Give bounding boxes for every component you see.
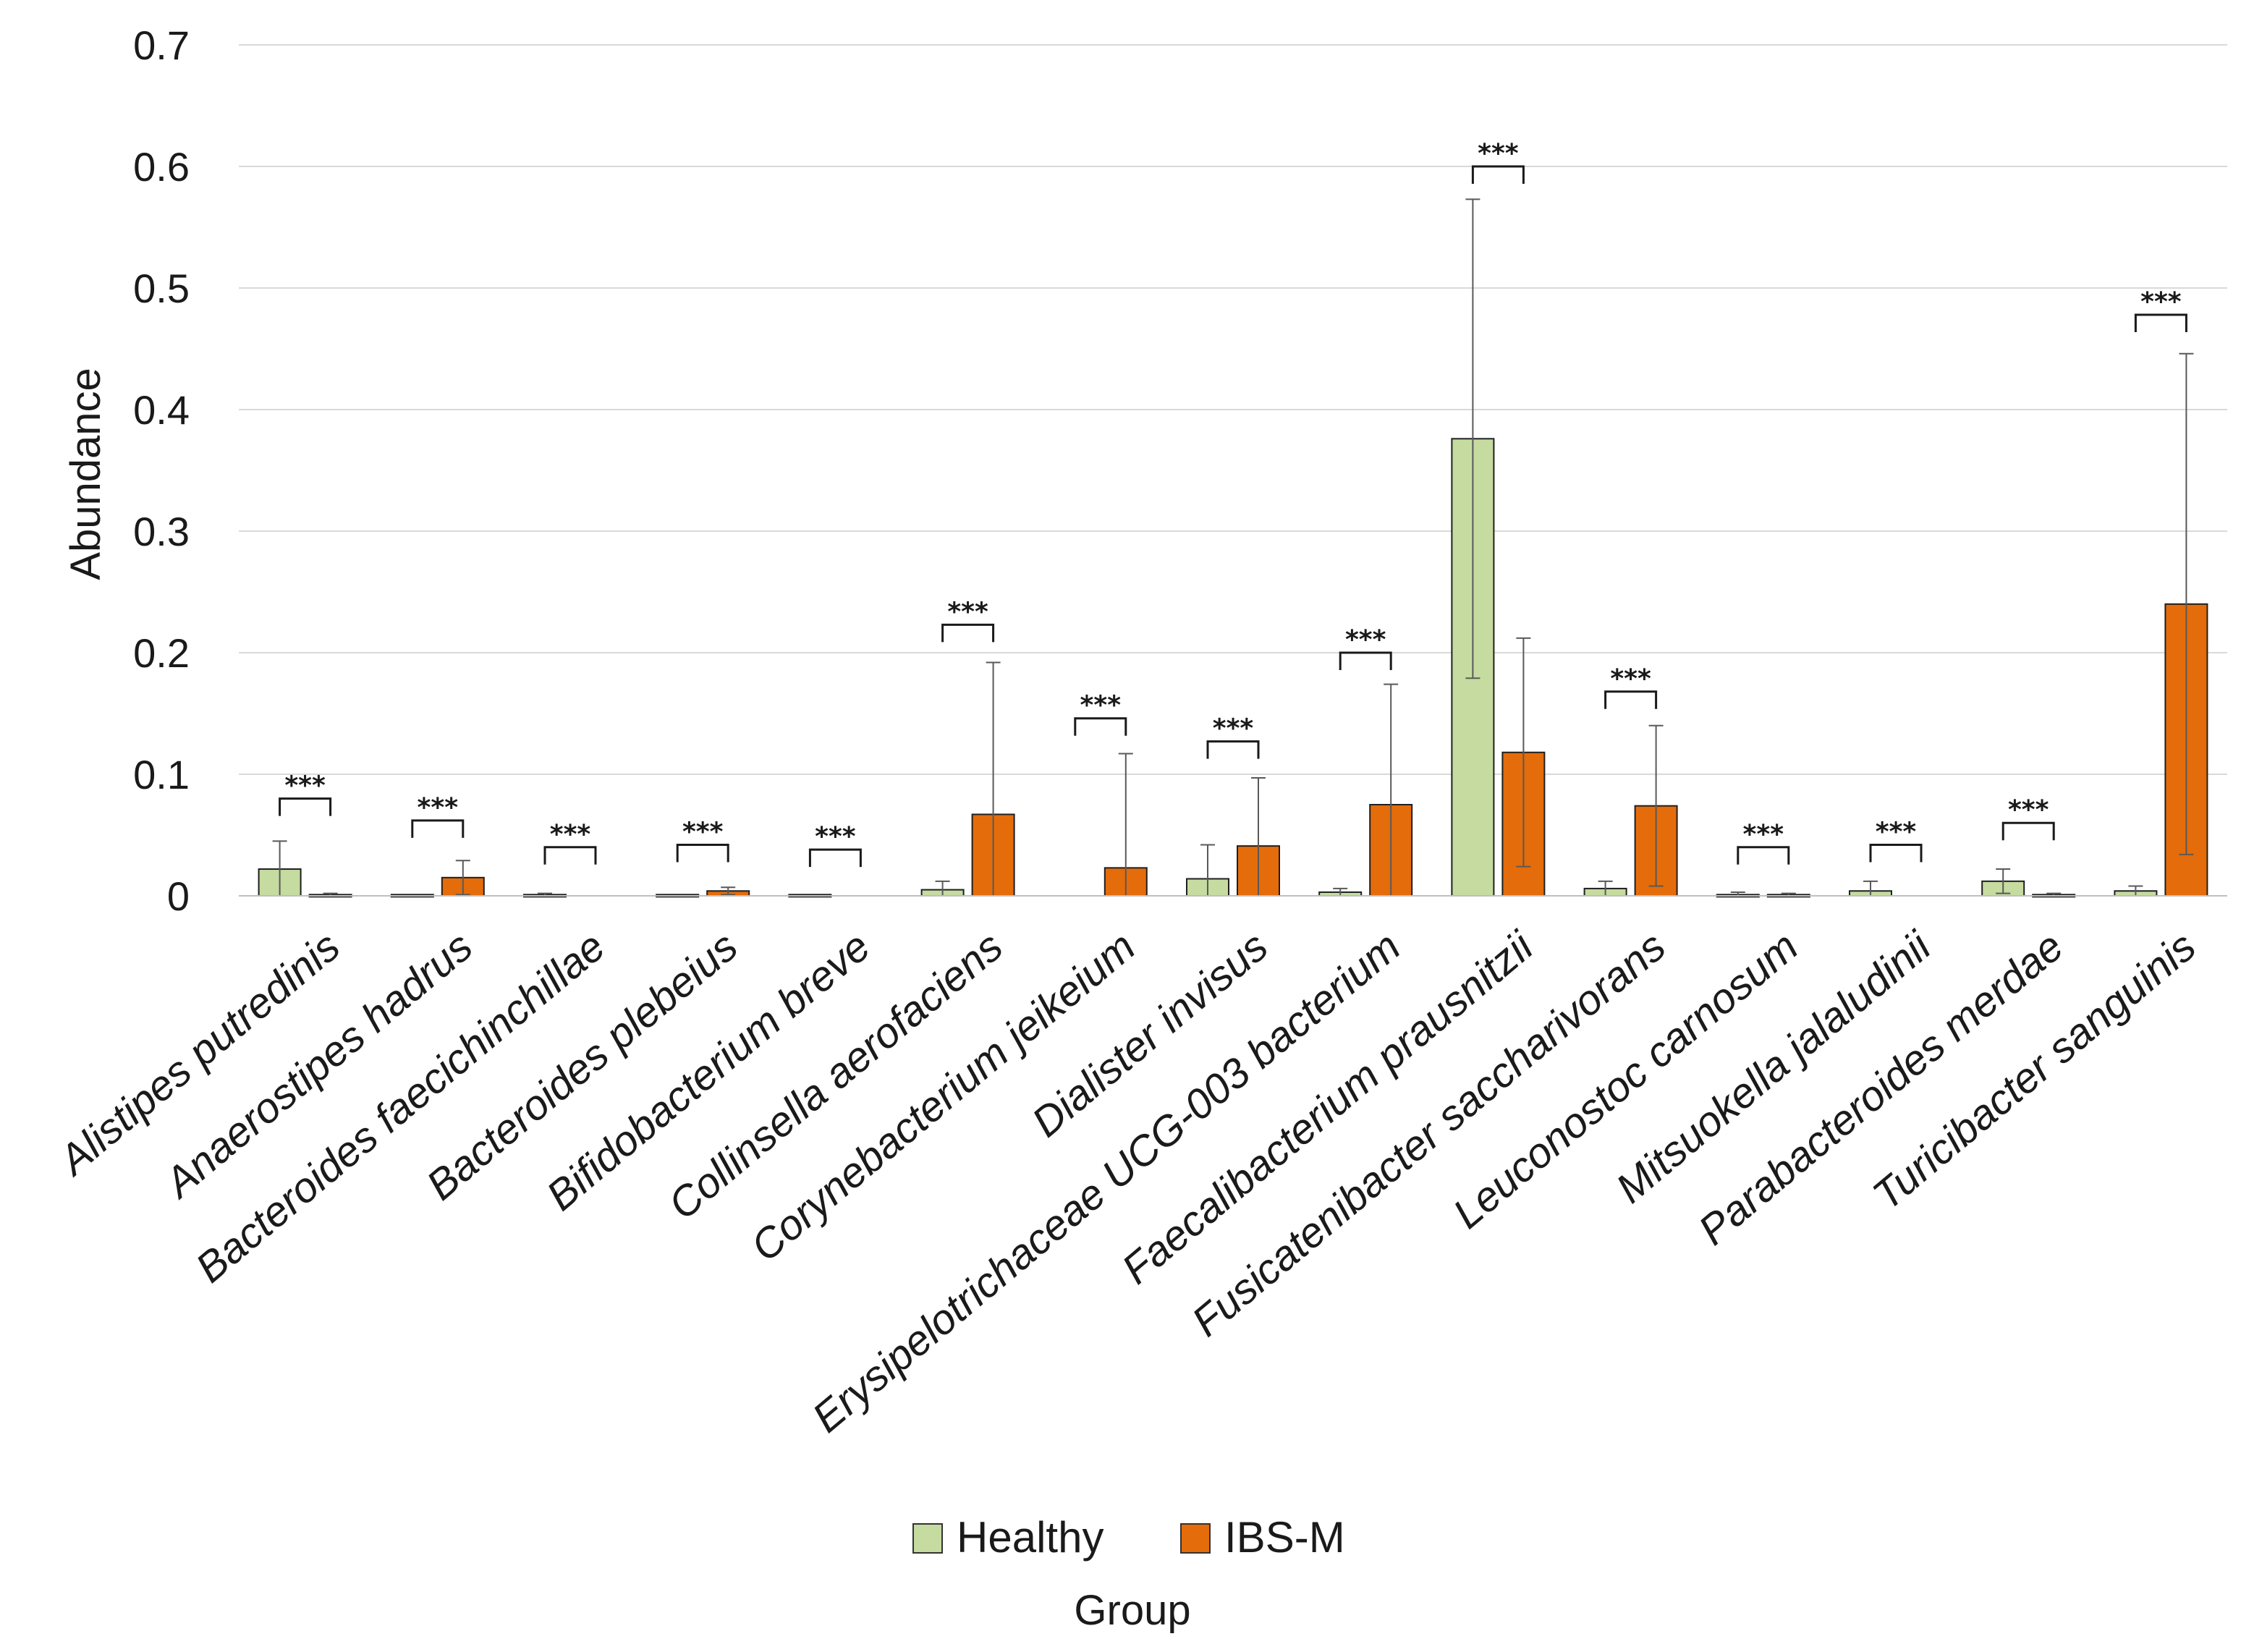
legend-item-healthy: Healthy (912, 1513, 1103, 1562)
significance-bracket (676, 843, 729, 863)
legend: Healthy IBS-M (912, 1513, 1345, 1562)
y-tick-label: 0.6 (133, 144, 190, 190)
category-label: Fusicatenibacter saccharivorans (1183, 923, 1674, 1345)
legend-label-ibs-m: IBS-M (1224, 1513, 1345, 1562)
significance-label: *** (815, 822, 856, 852)
significance-label: *** (1610, 664, 1651, 694)
significance-label: *** (1743, 820, 1784, 850)
significance-label: *** (947, 597, 988, 627)
significance-bracket (1206, 740, 1260, 759)
y-axis-title: Abundance (62, 368, 109, 580)
y-tick-label: 0.4 (133, 387, 190, 433)
significance-label: *** (1478, 139, 1519, 169)
significance-bracket (1869, 843, 1923, 863)
significance-label: *** (682, 817, 724, 847)
significance-label: *** (1876, 817, 1917, 847)
significance-label: *** (1213, 714, 1254, 744)
significance-label: *** (1080, 691, 1122, 721)
x-axis-title: Group (1074, 1587, 1190, 1634)
significance-bracket (1339, 651, 1392, 670)
significance-bracket (1471, 165, 1525, 184)
y-tick-label: 0.7 (133, 22, 190, 68)
gridlines (239, 44, 2227, 775)
significance-label: *** (284, 771, 326, 801)
significance-bracket (1074, 717, 1127, 736)
significance-bracket (279, 797, 332, 816)
y-axis-ticks: 0 0.1 0.2 0.3 0.4 0.5 0.6 0.7 (133, 22, 190, 919)
legend-swatch-ibs-m (1180, 1523, 1211, 1554)
significance-bracket (941, 623, 995, 643)
y-tick-label: 0 (167, 873, 190, 919)
y-tick-label: 0.3 (133, 509, 190, 554)
significance-brackets: *** *** *** *** *** *** *** *** *** *** *** *** *** *… (279, 139, 2187, 868)
significance-label: *** (1345, 625, 1386, 655)
significance-bracket (543, 846, 597, 865)
significance-bracket (808, 848, 862, 868)
legend-label-healthy: Healthy (957, 1513, 1103, 1562)
error-bars (272, 198, 2194, 896)
legend-item-ibs-m: IBS-M (1180, 1513, 1345, 1562)
significance-bracket (2001, 821, 2055, 841)
y-tick-label: 0.5 (133, 266, 190, 311)
significance-bracket (411, 819, 465, 838)
y-tick-label: 0.2 (133, 630, 190, 676)
legend-swatch-healthy (912, 1523, 943, 1554)
significance-bracket (1604, 690, 1658, 709)
category-label: Dialister invisus (1023, 923, 1276, 1146)
significance-bracket (1737, 846, 1790, 865)
significance-label: *** (418, 793, 459, 823)
y-tick-label: 0.1 (133, 752, 190, 797)
significance-label: *** (550, 820, 591, 850)
significance-bracket (2134, 313, 2187, 332)
significance-label: *** (2140, 287, 2182, 317)
significance-label: *** (2008, 795, 2049, 825)
